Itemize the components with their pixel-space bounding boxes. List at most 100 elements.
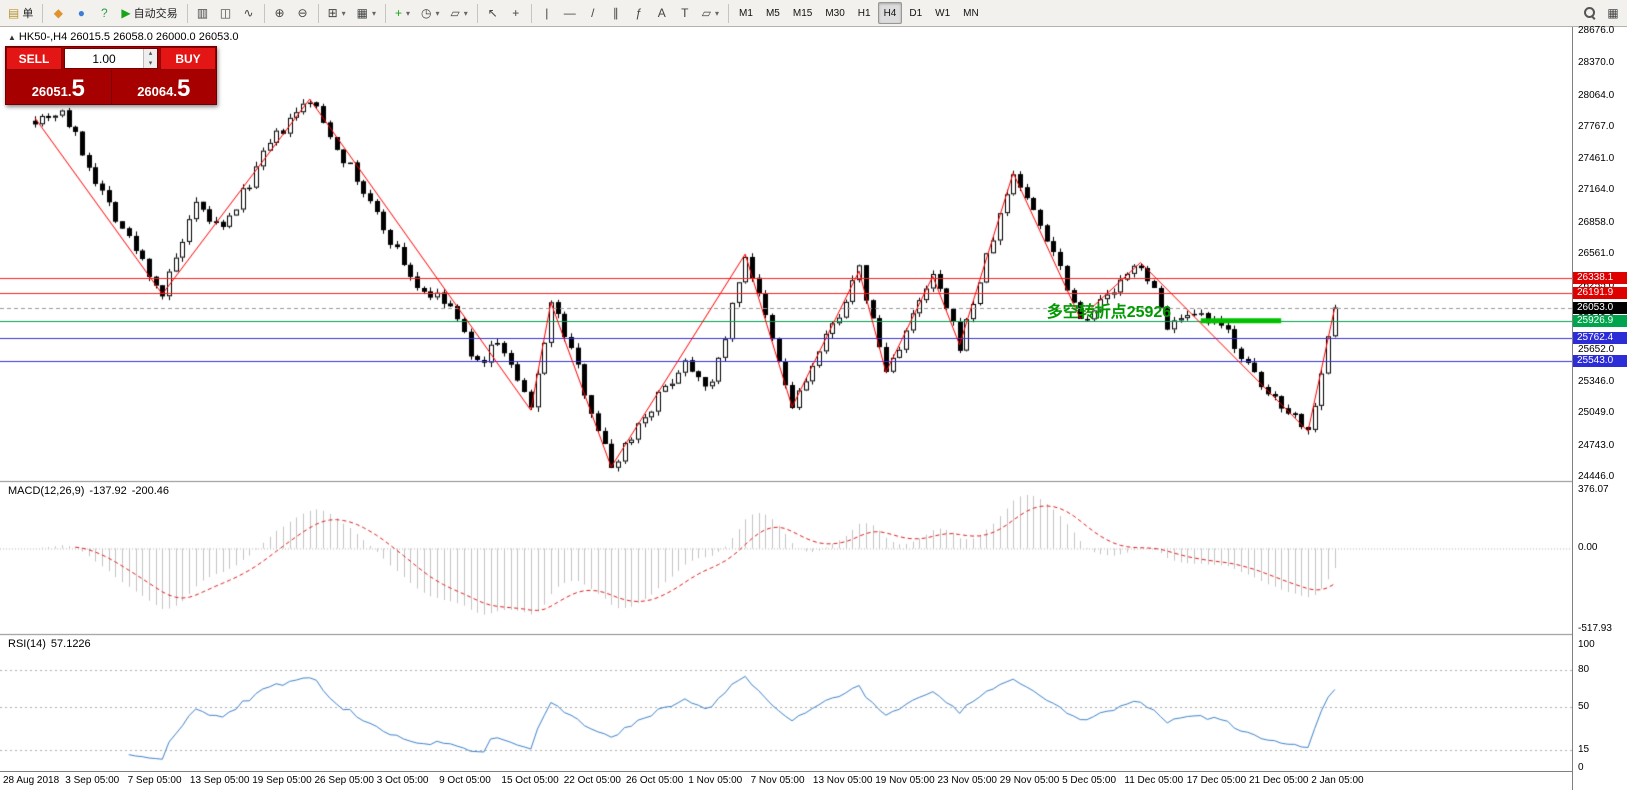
sell-price-pip: 5 [71,75,85,103]
tf-m5[interactable]: M5 [760,2,786,24]
tf-h4[interactable]: H4 [877,2,903,24]
market-icon[interactable]: ◆ [47,2,69,24]
autotrading-button-label: 自动交易 [133,8,178,20]
help-icon[interactable]: ? [93,2,115,24]
time-label: 19 Sep 05:00 [252,775,312,786]
templates-button[interactable]: ▱ ▾ [446,2,473,24]
autotrading-button[interactable]: ▶ 自动交易 [116,2,182,24]
time-label: 5 Dec 05:00 [1062,775,1117,786]
sell-button[interactable]: SELL [6,47,62,70]
volume-spinner: ▴ ▾ [143,49,157,68]
price-line-label: 25762.4 [1573,332,1627,345]
indicators-button[interactable]: + ▾ [390,2,415,24]
zoom-out-icon: ⊖ [297,6,308,20]
new-chart-button[interactable]: ⊞ ▾ [323,2,351,24]
chevron-down-icon: ▾ [715,8,720,18]
line-chart-button[interactable]: ∿ [238,2,260,24]
volume-down-button[interactable]: ▾ [144,58,157,68]
price-tick: 26858.0 [1578,216,1615,228]
bar-chart-icon: ▥ [196,6,209,20]
price-tick: 26561.0 [1578,248,1615,259]
help-icon-icon: ? [101,6,108,20]
fibonacci-button[interactable]: ƒ [628,2,650,24]
time-label: 23 Nov 05:00 [937,775,998,786]
vertical-line-button[interactable]: | [536,2,558,24]
periods-button[interactable]: ◷ ▾ [416,2,445,24]
tf-d1[interactable]: D1 [903,2,928,24]
buy-button[interactable]: BUY [160,47,216,70]
price-line-label: 26191.9 [1573,286,1627,299]
price-line-label: 26053.0 [1573,301,1627,314]
price-tick: 28676.0 [1578,25,1615,36]
time-label: 13 Nov 05:00 [812,775,873,786]
turning-point-annotation[interactable]: 多空转折点25926 [1046,304,1172,322]
chevron-down-icon: ▾ [372,8,377,18]
profiles-button[interactable]: ▦ ▾ [352,2,381,24]
arrows-icon: ▱ [701,6,712,20]
macd-value: -137.92 [89,485,127,497]
price-axis[interactable]: 28676.0 28370.0 28064.0 27767.0 27461.0 27164… [1572,25,1627,790]
toolbar: ▤ 单 ◆ ●? ▶ 自动交易 ▥ ◫ ∿ ⊕ ⊖ ⊞ ▾ ▦ ▾ + ▾ ◷ ▾ ▱ ▾ ↖ + | — / ∥ ƒ A T ▱ ▾ M1 M5… [0,0,1627,27]
crosshair-button[interactable]: + [505,2,527,24]
time-label: 26 Sep 05:00 [314,775,375,786]
tf-m15[interactable]: M15 [787,2,818,24]
rsi-tick: 100 [1578,639,1595,650]
text-label-button[interactable]: T [674,2,696,24]
cursor-button[interactable]: ↖ [482,2,504,24]
channel-button[interactable]: ∥ [605,2,627,24]
cursor-icon: ↖ [487,6,498,20]
arrows-button[interactable]: ▱ ▾ [697,2,724,24]
time-label: 21 Dec 05:00 [1249,775,1309,786]
time-label: 26 Oct 05:00 [626,775,684,786]
rsi-tick: 15 [1578,743,1590,755]
tf-m1[interactable]: M1 [733,2,759,24]
price-tick: 25346.0 [1578,376,1615,388]
crosshair-icon: + [512,6,520,20]
text-button[interactable]: A [651,2,673,24]
candlestick-chart-button[interactable]: ◫ [215,2,237,24]
horizontal-line-button[interactable]: — [559,2,581,24]
horizontal-line-icon: — [563,6,576,20]
search-icon [1584,7,1596,19]
trendline-button[interactable]: / [582,2,604,24]
volume-input[interactable] [65,51,143,66]
tf-mn[interactable]: MN [957,2,985,24]
macd-name: MACD(12,26,9) [8,485,85,497]
rsi-tick: 0 [1578,762,1584,773]
new-order-button[interactable]: ▤ 单 [3,2,38,24]
price-tick: 27767.0 [1578,120,1615,132]
profiles-icon: ▦ [356,6,368,20]
candlestick-chart-icon: ◫ [219,6,232,20]
volume-box: ▴ ▾ [64,48,158,69]
zoom-in-button[interactable]: ⊕ [269,2,291,24]
toolbar-separator [263,3,265,23]
bar-chart-button[interactable]: ▥ [192,2,214,24]
price-tick: 25652.0 [1578,343,1615,355]
chevron-down-icon: ▾ [406,8,411,18]
macd-tick: 0.00 [1578,542,1598,554]
time-label: 7 Nov 05:00 [750,775,805,786]
time-axis[interactable]: 28 Aug 2018 3 Sep 05:00 7 Sep 05:00 13 Sep … [0,771,1572,791]
chart-canvas[interactable] [0,27,1572,771]
price-tick: 27164.0 [1578,184,1615,196]
macd-tick: -517.93 [1578,623,1612,634]
tf-m1-label: M1 [739,7,753,19]
periods-icon: ◷ [421,6,432,20]
zoom-out-button[interactable]: ⊖ [292,2,314,24]
tf-w1[interactable]: W1 [929,2,956,24]
tf-h1[interactable]: H1 [852,2,877,24]
volume-up-button[interactable]: ▴ [144,49,157,59]
chart-title-text: HK50-,H4 26015.5 26058.0 26000.0 26053.0 [18,31,239,43]
symbol-triangle-icon[interactable]: ▲ [8,33,16,42]
window-layout-button[interactable]: ▦ [1602,2,1624,24]
time-label: 13 Sep 05:00 [189,775,250,786]
tf-m30[interactable]: M30 [819,2,850,24]
community-icon-icon: ● [77,6,85,20]
time-label: 7 Sep 05:00 [127,775,182,786]
price-line-label: 25543.0 [1573,355,1627,368]
new-order-icon: ▤ [8,6,20,20]
search-button[interactable] [1579,2,1601,24]
community-icon[interactable]: ● [70,2,92,24]
line-chart-icon: ∿ [243,6,254,20]
zoom-in-icon: ⊕ [274,6,285,20]
